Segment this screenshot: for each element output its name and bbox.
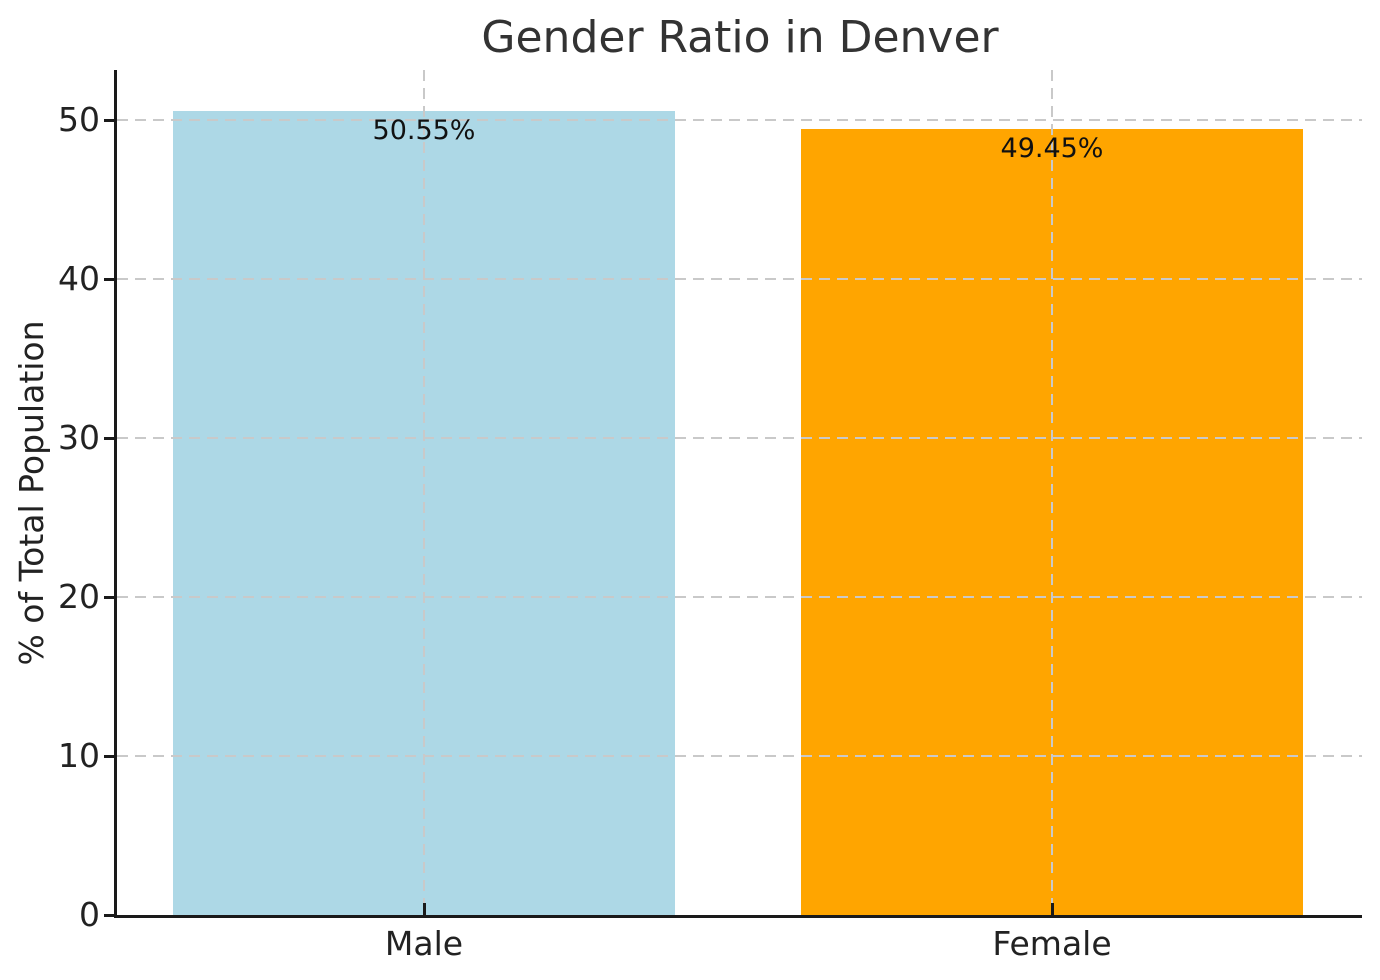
- y-tick-label: 20: [58, 577, 100, 616]
- y-tick-label: 0: [79, 895, 100, 934]
- x-axis-spine: [114, 915, 1362, 918]
- x-axis-tick: [1050, 903, 1054, 915]
- y-axis-tick: [104, 118, 114, 122]
- y-axis-tick: [104, 436, 114, 440]
- y-tick-label: 10: [58, 736, 100, 775]
- y-tick-label: 30: [58, 418, 100, 457]
- gridline-vertical: [423, 70, 425, 915]
- gridline-horizontal: [117, 596, 1362, 598]
- gridline-horizontal: [117, 437, 1362, 439]
- gridline-horizontal: [117, 755, 1362, 757]
- y-tick-label: 40: [58, 259, 100, 298]
- y-axis-spine: [114, 70, 117, 918]
- chart-title: Gender Ratio in Denver: [481, 12, 999, 63]
- gridline-horizontal: [117, 278, 1362, 280]
- bar-value-label: 49.45%: [1000, 132, 1104, 164]
- gridline-vertical: [1051, 70, 1053, 915]
- y-axis-tick: [104, 277, 114, 281]
- x-tick-label: Male: [384, 924, 464, 963]
- y-axis-tick: [104, 595, 114, 599]
- x-axis-tick: [422, 903, 426, 915]
- y-axis-tick: [104, 754, 114, 758]
- x-tick-label: Female: [992, 924, 1112, 963]
- gridline-horizontal: [117, 119, 1362, 121]
- bar-value-label: 50.55%: [372, 115, 476, 147]
- y-tick-label: 50: [58, 100, 100, 139]
- y-axis-tick: [104, 913, 114, 917]
